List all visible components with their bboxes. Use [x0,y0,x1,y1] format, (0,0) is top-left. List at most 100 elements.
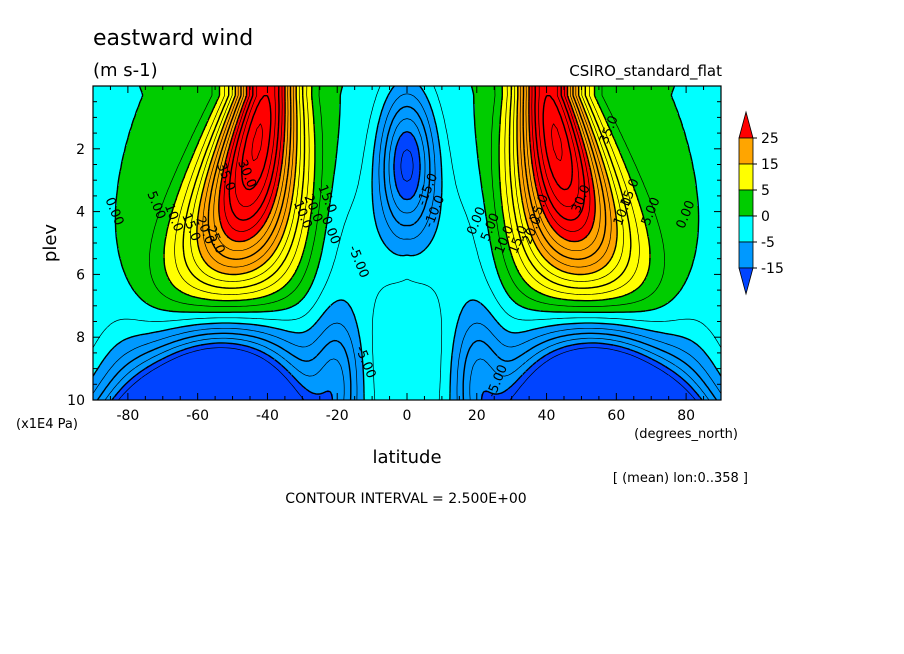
field-cell [141,100,218,103]
field-cell [617,224,646,227]
field-cell [93,162,122,165]
field-cell [615,214,644,217]
field-cell [221,182,280,185]
field-cell [93,318,320,321]
field-cell [255,348,362,351]
field-cell [141,298,206,301]
x-axis-label: latitude [372,447,441,468]
field-cell [313,118,340,121]
field-cell [531,144,586,147]
field-cell [285,88,298,91]
field-cell [617,240,650,243]
field-cell [293,198,314,201]
field-cell [213,108,230,111]
field-cell [231,142,284,145]
field-cell [219,192,278,195]
field-cell [225,162,284,165]
field-cell [297,144,316,147]
field-cell [511,386,692,389]
field-cell [441,196,484,199]
field-cell [129,282,172,285]
field-cell [189,166,210,169]
field-cell [219,212,272,215]
field-cell [189,162,212,165]
field-cell [699,222,721,225]
field-cell [451,380,518,383]
field-cell [581,98,598,101]
x-axis-units: (degrees_north) [634,427,738,442]
field-cell [647,274,690,277]
field-cell [385,244,430,247]
field-cell [195,148,216,151]
field-cell [333,398,364,400]
x-tick-label: 20 [468,408,486,424]
field-cell [421,164,442,167]
field-cell [147,302,300,305]
field-cell [309,390,328,393]
field-cell [697,198,721,201]
field-cell [219,88,236,91]
field-cell [697,202,721,205]
field-cell [93,190,118,193]
field-cell [93,306,154,309]
field-cell [289,212,312,215]
field-cell [383,242,432,245]
field-cell [649,260,694,263]
field-cell [545,294,626,297]
field-cell [297,112,314,115]
field-cell [193,152,214,155]
field-cell [227,236,254,239]
field-cell [341,94,390,97]
field-cell [411,132,438,135]
field-cell [167,276,294,279]
field-cell [93,310,170,313]
field-cell [695,176,721,179]
field-cell [495,260,514,263]
field-cell [303,254,322,257]
field-cell [609,184,634,187]
field-cell [93,312,324,315]
field-cell [133,376,294,379]
field-cell [301,256,322,259]
field-cell [113,348,186,351]
field-cell [361,354,454,357]
field-cell [475,116,502,119]
field-cell [363,382,452,385]
field-cell [491,314,721,317]
field-cell [501,204,524,207]
field-cell [643,282,686,285]
colorbar-swatch [738,215,754,243]
field-cell [483,200,502,203]
field-cell [271,356,364,359]
field-cell [537,190,596,193]
field-cell [687,276,721,279]
field-cell [617,220,646,223]
field-cell [435,120,476,123]
field-cell [643,214,700,217]
field-cell [499,142,518,145]
field-cell [495,318,721,321]
field-cell [529,122,578,125]
field-cell [481,396,700,399]
field-cell [589,232,618,235]
field-cell [439,216,488,219]
field-cell [587,236,618,239]
field-cell [529,124,578,127]
field-cell [297,140,316,143]
field-cell [283,154,298,157]
field-cell [249,346,362,349]
field-cell [441,186,482,189]
field-cell [537,186,594,189]
field-cell [585,112,604,115]
field-cell [589,160,604,163]
field-cell [219,204,274,207]
field-cell [311,208,330,211]
field-cell [563,270,598,273]
field-cell [341,98,388,101]
field-cell [221,186,278,189]
field-cell [613,198,638,201]
field-cell [617,242,650,245]
field-cell [595,216,618,219]
field-cell [291,202,314,205]
field-cell [375,218,440,221]
